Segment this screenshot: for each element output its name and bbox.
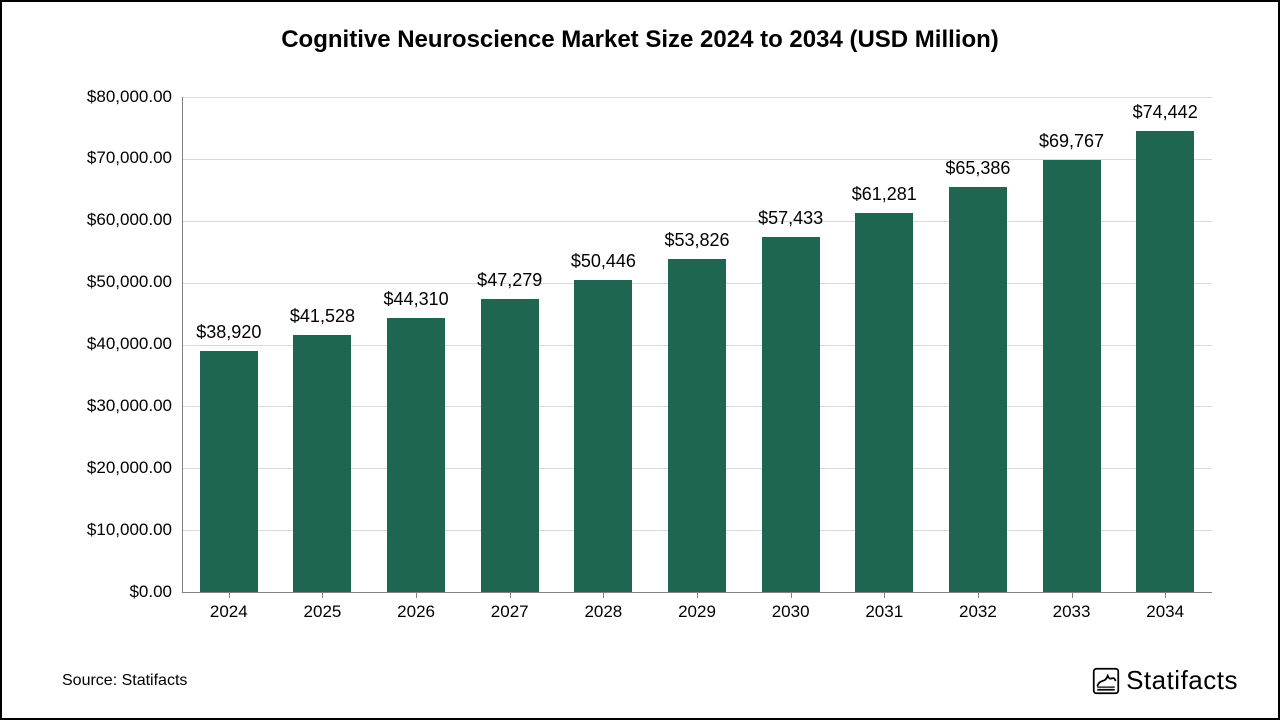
y-axis bbox=[182, 97, 183, 592]
bar-value-label: $41,528 bbox=[290, 306, 355, 327]
x-tick bbox=[510, 592, 511, 598]
x-tick bbox=[416, 592, 417, 598]
x-tick bbox=[884, 592, 885, 598]
x-tick-label: 2032 bbox=[959, 602, 997, 622]
x-tick-label: 2029 bbox=[678, 602, 716, 622]
y-tick-label: $0.00 bbox=[62, 582, 172, 602]
bar-value-label: $74,442 bbox=[1133, 102, 1198, 123]
x-tick bbox=[603, 592, 604, 598]
x-tick bbox=[791, 592, 792, 598]
x-tick bbox=[1165, 592, 1166, 598]
bar bbox=[1136, 131, 1194, 592]
bar-value-label: $61,281 bbox=[852, 184, 917, 205]
x-tick-label: 2031 bbox=[865, 602, 903, 622]
y-tick-label: $70,000.00 bbox=[62, 148, 172, 168]
x-tick bbox=[1072, 592, 1073, 598]
bar-value-label: $38,920 bbox=[196, 322, 261, 343]
statifacts-icon bbox=[1092, 667, 1120, 695]
bar bbox=[481, 299, 539, 592]
bar bbox=[387, 318, 445, 592]
brand-text: Statifacts bbox=[1126, 665, 1238, 696]
bar-value-label: $47,279 bbox=[477, 270, 542, 291]
plot-area: $38,920 $41,528 $44,310 $47,279 $50,446 $53,8… bbox=[182, 97, 1212, 592]
x-tick-label: 2026 bbox=[397, 602, 435, 622]
x-tick-label: 2028 bbox=[584, 602, 622, 622]
bar bbox=[293, 335, 351, 592]
bar bbox=[574, 280, 632, 592]
y-tick-label: $20,000.00 bbox=[62, 458, 172, 478]
bar-value-label: $69,767 bbox=[1039, 131, 1104, 152]
x-tick-label: 2033 bbox=[1053, 602, 1091, 622]
gridline bbox=[182, 97, 1212, 98]
bar bbox=[855, 213, 913, 592]
source-text: Source: Statifacts bbox=[62, 672, 187, 690]
y-tick-label: $10,000.00 bbox=[62, 520, 172, 540]
bar-value-label: $57,433 bbox=[758, 208, 823, 229]
y-tick-label: $80,000.00 bbox=[62, 87, 172, 107]
bar bbox=[949, 187, 1007, 592]
bar-value-label: $44,310 bbox=[384, 289, 449, 310]
x-tick bbox=[697, 592, 698, 598]
bar bbox=[200, 351, 258, 592]
y-tick-label: $50,000.00 bbox=[62, 272, 172, 292]
bar-value-label: $65,386 bbox=[945, 158, 1010, 179]
y-tick-label: $60,000.00 bbox=[62, 210, 172, 230]
bar bbox=[1043, 160, 1101, 592]
bar bbox=[762, 237, 820, 592]
x-tick-label: 2030 bbox=[772, 602, 810, 622]
y-tick-label: $40,000.00 bbox=[62, 334, 172, 354]
x-tick-label: 2024 bbox=[210, 602, 248, 622]
bar-value-label: $53,826 bbox=[664, 230, 729, 251]
x-tick bbox=[322, 592, 323, 598]
bar bbox=[668, 259, 726, 592]
y-tick-label: $30,000.00 bbox=[62, 396, 172, 416]
brand-logo: Statifacts bbox=[1092, 665, 1238, 696]
chart-frame: Cognitive Neuroscience Market Size 2024 … bbox=[0, 0, 1280, 720]
chart-title: Cognitive Neuroscience Market Size 2024 … bbox=[2, 26, 1278, 54]
x-tick-label: 2025 bbox=[304, 602, 342, 622]
x-tick-label: 2034 bbox=[1146, 602, 1184, 622]
x-tick bbox=[229, 592, 230, 598]
x-tick-label: 2027 bbox=[491, 602, 529, 622]
x-tick bbox=[978, 592, 979, 598]
bar-value-label: $50,446 bbox=[571, 251, 636, 272]
